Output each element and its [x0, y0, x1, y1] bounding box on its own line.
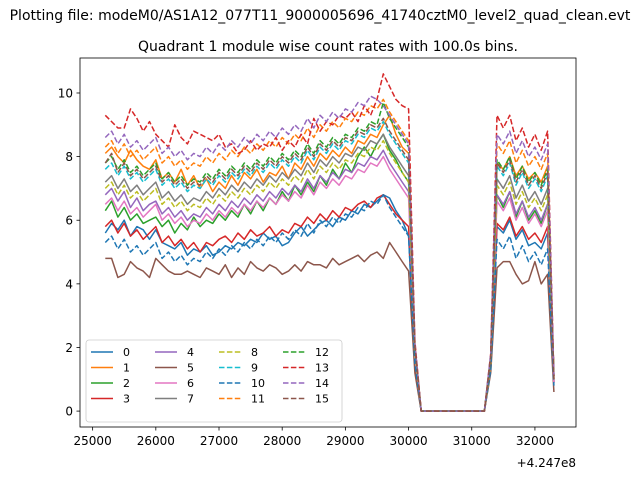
y-tick-label: 10 — [58, 86, 73, 100]
y-tick-label: 2 — [65, 341, 73, 355]
x-tick-label: 32000 — [516, 434, 554, 448]
legend-label-8: 8 — [251, 346, 258, 359]
legend-label-6: 6 — [187, 377, 194, 390]
x-tick-label: 27000 — [200, 434, 238, 448]
chart-title: Quadrant 1 module wise count rates with … — [138, 39, 518, 55]
x-tick-label: 28000 — [263, 434, 301, 448]
legend-label-7: 7 — [187, 393, 194, 406]
x-tick-label: 26000 — [137, 434, 175, 448]
legend-label-2: 2 — [123, 377, 130, 390]
axes-frame — [79, 57, 577, 428]
legend-label-9: 9 — [251, 362, 258, 375]
x-tick-label: 30000 — [389, 434, 427, 448]
figure-suptitle: Plotting file: modeM0/AS1A12_077T11_9000… — [10, 8, 631, 24]
plot-area — [104, 73, 555, 412]
x-offset-text: +4.247e8 — [517, 456, 576, 470]
legend-label-15: 15 — [315, 393, 329, 406]
y-tick-label: 6 — [65, 214, 73, 228]
x-tick-label: 29000 — [326, 434, 364, 448]
series-line-13 — [104, 73, 555, 412]
x-tick-label: 31000 — [453, 434, 491, 448]
series-line-14 — [104, 95, 555, 412]
y-tick-label: 0 — [65, 405, 73, 419]
legend-label-13: 13 — [315, 362, 329, 375]
legend-label-0: 0 — [123, 346, 130, 359]
legend-label-1: 1 — [123, 362, 130, 375]
legend-label-3: 3 — [123, 393, 130, 406]
y-tick-label: 4 — [65, 277, 73, 291]
legend-label-10: 10 — [251, 377, 265, 390]
legend-label-4: 4 — [187, 346, 194, 359]
legend-label-14: 14 — [315, 377, 329, 390]
axes: 25000 26000 27000 28000 29000 30000 31000 32000… — [58, 86, 554, 448]
legend-label-12: 12 — [315, 346, 329, 359]
x-tick-label: 25000 — [74, 434, 112, 448]
y-tick-label: 8 — [65, 150, 73, 164]
legend-label-5: 5 — [187, 362, 194, 375]
legend-label-11: 11 — [251, 393, 265, 406]
legend-frame — [85, 339, 343, 423]
series-line-15 — [104, 117, 555, 412]
